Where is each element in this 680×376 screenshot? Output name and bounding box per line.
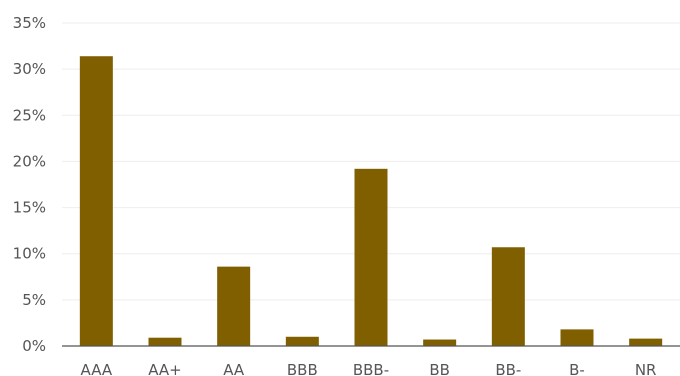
bar-bb-minus — [491, 247, 525, 346]
y-tick-label: 0% — [22, 337, 46, 355]
y-axis-tick-labels: 0% 5% 10% 15% 20% 25% 30% 35% — [13, 14, 46, 355]
y-tick-label: 20% — [13, 152, 46, 170]
y-tick-label: 25% — [13, 106, 46, 124]
x-tick-label: B- — [569, 361, 585, 376]
bars — [79, 56, 663, 346]
y-tick-label: 30% — [13, 60, 46, 78]
x-tick-label: BBB — [287, 361, 318, 376]
bar-bb — [423, 339, 457, 346]
x-tick-label: BBB- — [353, 361, 389, 376]
y-tick-label: 10% — [13, 245, 46, 263]
bar-aa-plus — [148, 337, 182, 346]
x-tick-label: AA — [223, 361, 245, 376]
bar-bbb — [285, 336, 319, 346]
x-tick-label: BB- — [495, 361, 521, 376]
bar-bbb-minus — [354, 168, 388, 346]
x-axis-tick-labels: AAA AA+ AA BBB BBB- BB BB- B- NR — [81, 361, 657, 376]
x-tick-label: AAA — [81, 361, 113, 376]
x-tick-label: AA+ — [148, 361, 182, 376]
x-tick-label: BB — [429, 361, 450, 376]
y-tick-label: 15% — [13, 199, 46, 217]
bar-b-minus — [560, 329, 594, 346]
y-tick-label: 5% — [22, 291, 46, 309]
bar-nr — [629, 338, 663, 346]
x-tick-label: NR — [635, 361, 657, 376]
y-tick-label: 35% — [13, 14, 46, 32]
bar-aaa — [79, 56, 113, 346]
bar-aa — [217, 266, 251, 346]
